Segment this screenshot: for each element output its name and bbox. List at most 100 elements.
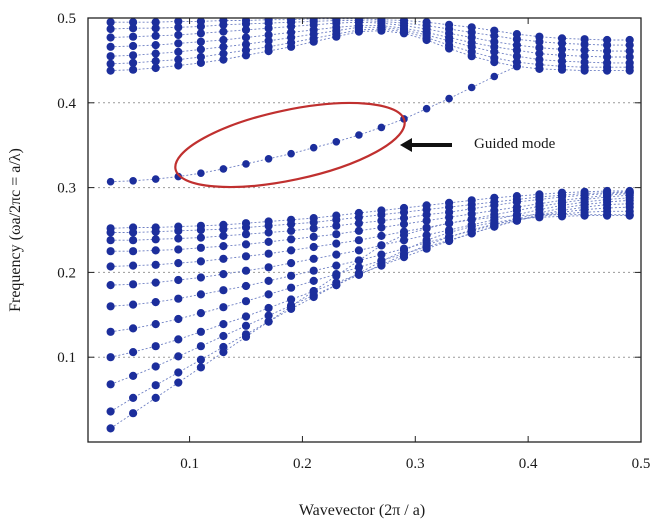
- lower-band-line-m4: [110, 206, 630, 358]
- lower-band-point: [332, 278, 341, 287]
- lower-band-line-m2: [110, 215, 630, 412]
- upper-band-point: [219, 27, 228, 36]
- lower-band-point: [241, 297, 251, 306]
- lower-band-point: [287, 271, 296, 280]
- lower-band-point: [174, 352, 183, 361]
- upper-band-point: [174, 39, 183, 48]
- x-tick-label: 0.5: [632, 456, 651, 472]
- upper-band-point: [535, 32, 544, 41]
- lower-band-point: [287, 301, 296, 310]
- lower-band-point: [354, 256, 363, 265]
- upper-band-line-u4: [110, 25, 630, 58]
- upper-band-point: [580, 46, 589, 55]
- lower-band-point: [129, 409, 138, 418]
- lower-band-point: [264, 276, 273, 285]
- guided-mode-point: [490, 72, 499, 81]
- lower-band-point: [129, 300, 138, 309]
- lower-band-line-m11: [110, 191, 630, 233]
- upper-band-point: [129, 51, 138, 60]
- guided-mode-point: [242, 160, 250, 168]
- lower-band-point: [151, 298, 160, 307]
- plot-frame: [87, 17, 642, 443]
- upper-band-point: [129, 58, 138, 67]
- lower-band-point: [196, 309, 205, 318]
- lower-band-point: [377, 223, 386, 232]
- y-tick-label: 0.3: [57, 181, 76, 197]
- x-axis-title: Wavevector (2π / a): [299, 502, 425, 519]
- upper-band-point: [399, 18, 409, 25]
- lower-band-point: [264, 290, 273, 299]
- guided-mode-point: [174, 172, 183, 181]
- lower-band-point: [106, 424, 115, 433]
- upper-band-point: [219, 42, 228, 51]
- plot-area: [106, 18, 634, 433]
- lower-band-point: [354, 208, 363, 218]
- lower-band-point: [196, 342, 205, 351]
- lower-band-point: [151, 223, 160, 232]
- upper-band-line-u7: [110, 18, 630, 41]
- guided-mode-point: [467, 83, 476, 92]
- lower-band-point: [287, 246, 296, 255]
- upper-band-point: [174, 47, 183, 57]
- lower-band-point: [399, 220, 409, 229]
- lower-band-point: [174, 234, 183, 243]
- upper-band-point: [625, 35, 634, 45]
- lower-band-point: [174, 378, 183, 387]
- lower-band-point: [445, 198, 454, 207]
- lower-band-point: [174, 314, 183, 324]
- lower-band-point: [129, 223, 138, 232]
- lower-band-point: [196, 243, 205, 252]
- upper-band-point: [241, 46, 251, 55]
- lower-band-point: [309, 224, 318, 233]
- lower-band-point: [151, 246, 160, 255]
- y-tick-label: 0.5: [57, 11, 76, 27]
- lower-band-line-m6: [110, 199, 630, 307]
- lower-band-point: [422, 223, 431, 232]
- upper-band-line-u1: [110, 30, 630, 72]
- upper-band-point: [580, 52, 589, 61]
- lower-band-point: [106, 407, 115, 416]
- upper-band-line-u3: [110, 26, 630, 64]
- upper-band-point: [264, 36, 273, 46]
- lower-band-point: [106, 247, 115, 256]
- lower-band-point: [332, 239, 341, 248]
- guided-mode-point: [287, 149, 295, 158]
- upper-band-point: [557, 57, 567, 66]
- lower-band-point: [106, 302, 115, 311]
- lower-band-point: [309, 214, 318, 223]
- upper-band-point: [151, 57, 160, 66]
- upper-band-point: [106, 52, 115, 61]
- lower-band-point: [241, 240, 251, 249]
- lower-band-point: [467, 226, 476, 235]
- y-tick-label: 0.4: [57, 96, 76, 112]
- lower-band-point: [241, 321, 251, 330]
- lower-band-point: [129, 348, 138, 357]
- lower-band-point: [264, 303, 273, 313]
- upper-band-point: [196, 37, 205, 46]
- upper-band-point: [219, 35, 228, 45]
- lower-band-point: [377, 250, 386, 259]
- lower-band-point: [332, 250, 341, 259]
- upper-band-point: [219, 49, 228, 58]
- guided-mode-arrow: [400, 138, 452, 152]
- lower-band-point: [287, 235, 296, 244]
- lower-band-point: [219, 242, 228, 251]
- lower-band-point: [354, 246, 363, 255]
- lower-band-point: [332, 261, 341, 270]
- upper-band-point: [129, 65, 138, 74]
- lower-band-point: [580, 187, 589, 196]
- lower-band-point: [557, 188, 567, 197]
- guided-mode-label: Guided mode: [474, 136, 556, 152]
- lower-band-point: [219, 286, 228, 295]
- lower-band-point: [196, 290, 205, 299]
- lower-band-point: [129, 247, 138, 256]
- upper-band-point: [106, 33, 115, 42]
- lower-band-point: [354, 263, 363, 272]
- lower-band-point: [287, 259, 296, 268]
- upper-band-point: [174, 18, 183, 26]
- lower-band-point: [264, 217, 273, 226]
- lower-band-point: [309, 254, 318, 263]
- upper-band-point: [625, 58, 634, 67]
- lower-band-point: [264, 228, 273, 237]
